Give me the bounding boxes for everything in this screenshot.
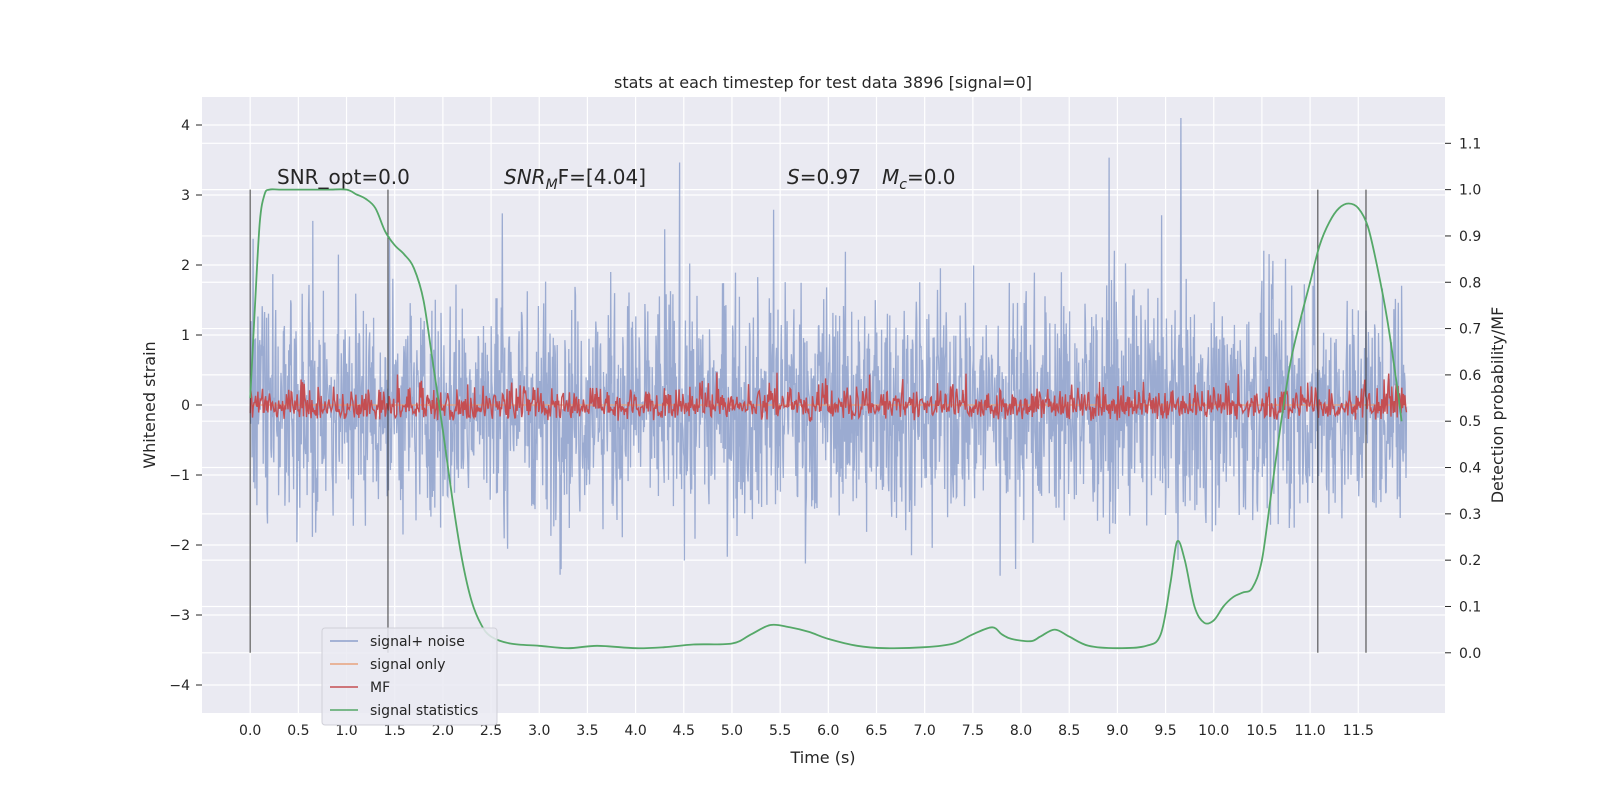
x-tick-label: 7.5 xyxy=(962,723,984,739)
annotation-s-rest: =0.97 xyxy=(800,165,861,189)
x-tick-label: 2.0 xyxy=(432,723,454,739)
x-tick-label: 8.5 xyxy=(1058,723,1080,739)
plot-area xyxy=(249,117,1408,653)
y-right-tick-label: 0.2 xyxy=(1459,553,1481,569)
legend: signal+ noise signal only MF signal stat… xyxy=(321,627,498,726)
y-axis-label: Whitened strain xyxy=(140,341,159,468)
annotation-snr-mf-main: SNR xyxy=(504,165,546,189)
y-tick-label: −3 xyxy=(169,608,190,624)
x-tick-label: 8.0 xyxy=(1010,723,1032,739)
y-tick-label: 2 xyxy=(181,258,190,274)
x-tick-label: 0.0 xyxy=(239,723,261,739)
annotation-mc-sub: c xyxy=(899,177,907,193)
y-right-tick-label: 0.8 xyxy=(1459,275,1481,291)
annotation-s-main: S xyxy=(787,165,800,189)
x-tick-label: 3.5 xyxy=(576,723,598,739)
y-axis-label-right: Detection probability/MF xyxy=(1488,307,1507,504)
x-tick-label: 10.0 xyxy=(1198,723,1229,739)
x-tick-label: 11.0 xyxy=(1295,723,1326,739)
y-tick-label: −1 xyxy=(169,468,190,484)
x-tick-labels: 0.0 0.5 1.0 1.5 2.0 2.5 3.0 3.5 4.0 4.5 5.0 5.5 6.0 6… xyxy=(239,723,1374,739)
y-tick-label: 4 xyxy=(181,118,190,134)
x-tick-label: 9.0 xyxy=(1106,723,1128,739)
y-tick-label: −2 xyxy=(169,538,190,554)
x-tick-label: 4.0 xyxy=(624,723,646,739)
y-tick-label: −4 xyxy=(169,678,190,694)
legend-label-signal-statistics: signal statistics xyxy=(370,703,478,719)
annotation-mc-main: M xyxy=(882,165,899,189)
y-tick-label: 1 xyxy=(181,328,190,344)
y-right-tick-label: 0.4 xyxy=(1459,461,1481,477)
annotation-s-value: S=0.97 xyxy=(787,165,861,189)
y-right-tick-label: 0.6 xyxy=(1459,368,1481,384)
legend-box xyxy=(321,627,498,726)
annotation-mc-value: Mc=0.0 xyxy=(882,165,956,193)
x-tick-label: 5.5 xyxy=(769,723,791,739)
x-tick-label: 3.0 xyxy=(528,723,550,739)
annotation-snr-mf: SNRMF=[4.04] xyxy=(504,165,646,193)
y-right-tick-label: 0.5 xyxy=(1459,414,1481,430)
x-tick-label: 6.0 xyxy=(817,723,839,739)
x-tick-label: 5.0 xyxy=(721,723,743,739)
series-signal-statistics-line xyxy=(249,188,1403,650)
y-right-tick-label: 0.1 xyxy=(1459,599,1481,615)
x-tick-label: 11.5 xyxy=(1343,723,1374,739)
x-tick-label: 0.5 xyxy=(287,723,309,739)
series-mf-line xyxy=(249,372,1408,423)
annotation-mc-rest: =0.0 xyxy=(907,165,956,189)
x-tick-label: 6.5 xyxy=(865,723,887,739)
chart-title: stats at each timestep for test data 389… xyxy=(614,73,1032,92)
x-tick-label: 4.5 xyxy=(673,723,695,739)
y-right-tick-label: 0.7 xyxy=(1459,322,1481,338)
x-tick-label: 10.5 xyxy=(1246,723,1277,739)
x-tick-label: 7.0 xyxy=(914,723,936,739)
y-tick-label: 3 xyxy=(181,188,190,204)
y-right-tick-label: 0.3 xyxy=(1459,507,1481,523)
y-right-tick-label: 1.0 xyxy=(1459,183,1481,199)
x-tick-label: 1.5 xyxy=(384,723,406,739)
x-tick-label: 9.5 xyxy=(1154,723,1176,739)
x-tick-label: 1.0 xyxy=(335,723,357,739)
x-tick-label: 2.5 xyxy=(480,723,502,739)
x-axis-label: Time (s) xyxy=(789,748,855,767)
annotation-snr-opt: SNR_opt=0.0 xyxy=(277,165,410,189)
y-right-tick-label: 1.1 xyxy=(1459,136,1481,152)
y-tick-label: 0 xyxy=(181,398,190,414)
legend-label-mf: MF xyxy=(370,680,390,696)
y-right-tick-label: 0.0 xyxy=(1459,646,1481,662)
annotation-snr-mf-rest: F=[4.04] xyxy=(558,165,646,189)
y-tick-labels-left: −4 −3 −2 −1 0 1 2 3 4 xyxy=(169,118,202,694)
y-tick-labels-right: 0.0 0.1 0.2 0.3 0.4 0.5 0.6 0.7 0.8 0.9 1.0 1.1 xyxy=(1445,136,1481,662)
legend-label-signal-noise: signal+ noise xyxy=(370,634,465,650)
legend-label-signal-only: signal only xyxy=(370,657,445,673)
annotation-snr-mf-sub: M xyxy=(546,177,558,193)
y-right-tick-label: 0.9 xyxy=(1459,229,1481,245)
